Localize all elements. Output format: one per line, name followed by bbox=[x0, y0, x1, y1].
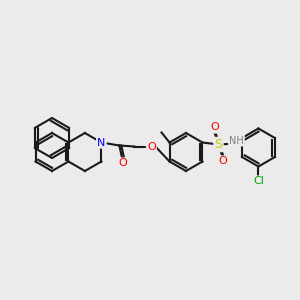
Text: O: O bbox=[147, 142, 156, 152]
Text: O: O bbox=[118, 158, 127, 169]
Text: O: O bbox=[218, 157, 227, 166]
Text: O: O bbox=[210, 122, 219, 133]
Text: N: N bbox=[97, 137, 106, 148]
Text: NH: NH bbox=[229, 136, 244, 146]
Text: S: S bbox=[214, 138, 223, 151]
Text: Cl: Cl bbox=[253, 176, 264, 187]
